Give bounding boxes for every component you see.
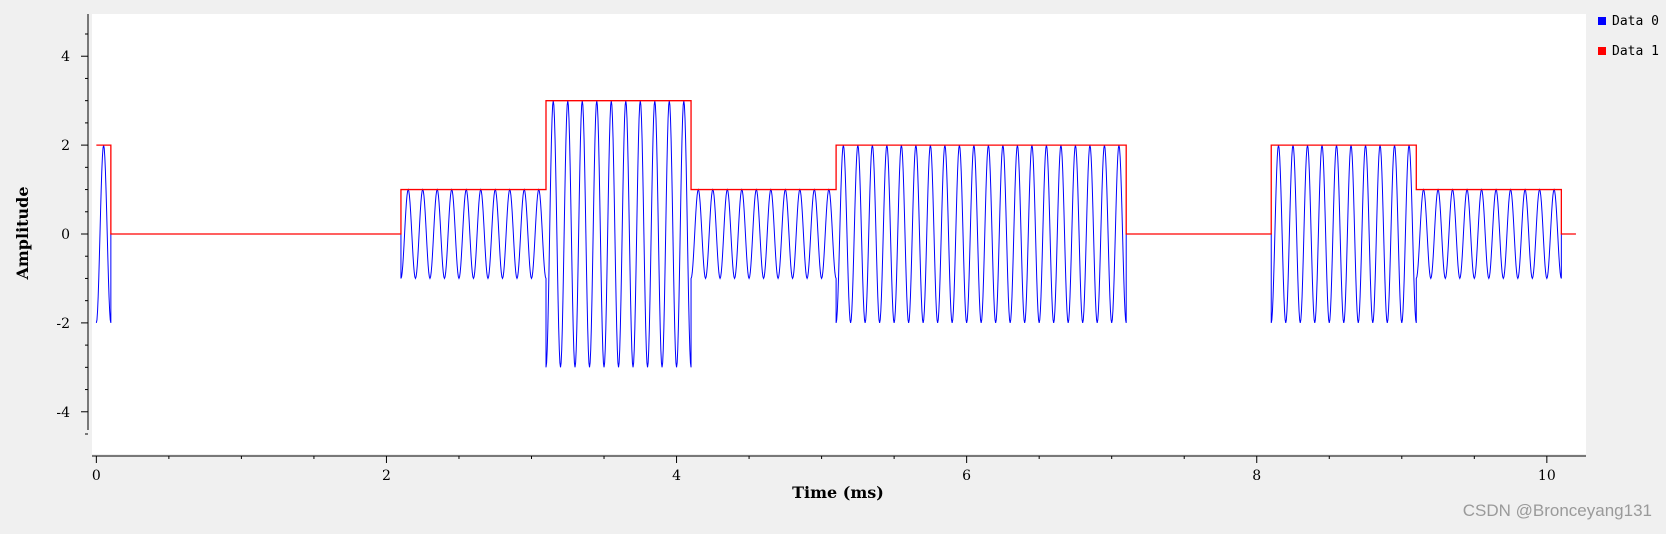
x-tick-label: 8: [1252, 468, 1261, 484]
y-tick-label: -4: [56, 405, 70, 421]
series-data-0-line: [95, 100, 1576, 368]
series-data-1-line: [96, 100, 1576, 235]
legend-swatch: [1598, 17, 1606, 25]
watermark-text: CSDN @Bronceyang131: [1463, 501, 1652, 520]
y-tick-label: -2: [56, 316, 70, 332]
y-tick-label: 0: [61, 227, 70, 243]
y-tick-label: 2: [61, 138, 70, 154]
series-layer: [95, 100, 1576, 368]
x-tick-label: 10: [1538, 468, 1556, 484]
legend-label: Data 1: [1612, 44, 1659, 59]
x-tick-label: 2: [382, 468, 391, 484]
x-axis-title: Time (ms): [792, 483, 884, 502]
axes-layer: -4 -2 0 2 4 0 2 4 6 8 10: [56, 14, 1586, 484]
y-tick-label: 4: [61, 49, 70, 65]
x-tick-label: 4: [672, 468, 681, 484]
y-axis-title: Amplitude: [13, 186, 32, 280]
x-tick-label: 0: [92, 468, 101, 484]
legend: Data 0 Data 1: [1598, 14, 1659, 59]
legend-swatch: [1598, 47, 1606, 55]
legend-label: Data 0: [1612, 14, 1659, 29]
x-tick-label: 6: [962, 468, 971, 484]
